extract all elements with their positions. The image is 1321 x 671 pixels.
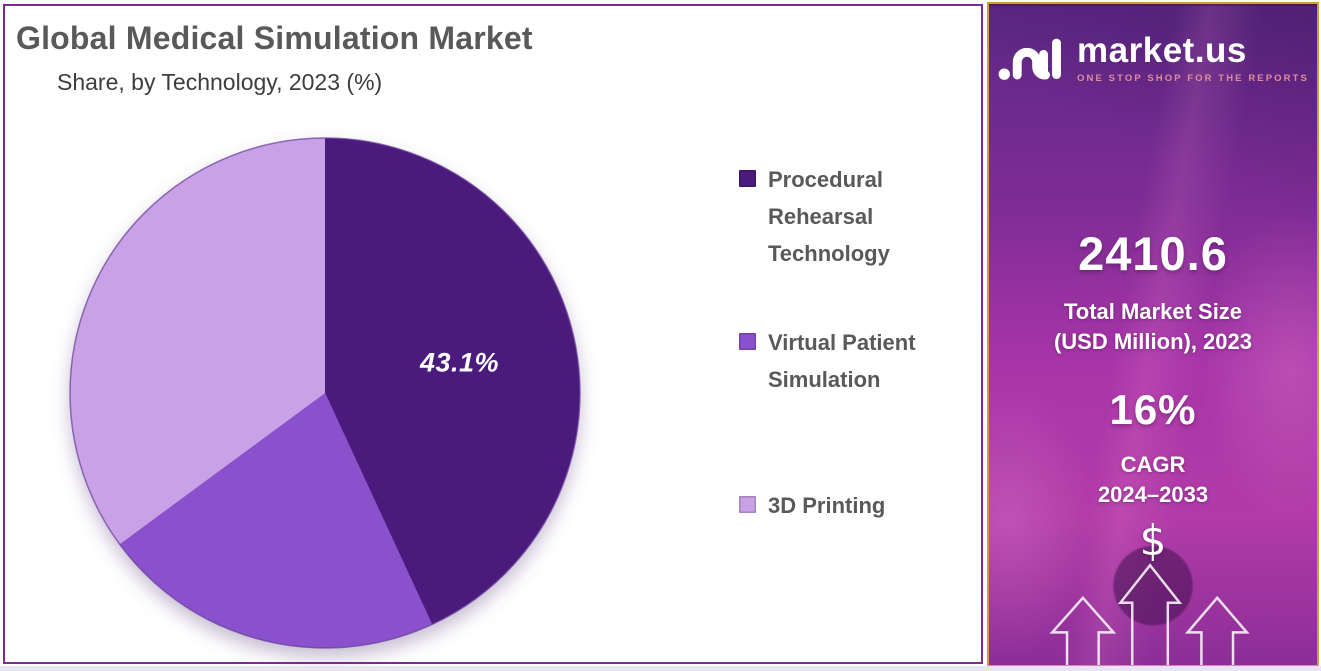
legend-swatch-light-purple [739,496,756,513]
chart-panel: Global Medical Simulation Market Share, … [3,4,983,664]
cagr-stat: 16% CAGR 2024–2033 [989,386,1317,510]
cagr-value: 16% [1109,386,1197,433]
legend-swatch-dark-purple [739,170,756,187]
marketus-logo[interactable]: market.us ONE STOP SHOP FOR THE REPORTS [989,30,1317,86]
pie-chart: 43.1% [62,130,588,656]
legend-item-virtual-patient-simulation: Virtual Patient Simulation [739,325,943,399]
legend-swatch-medium-purple [739,333,756,350]
pie-slice-3 [69,137,325,545]
pie-data-label: 43.1% [419,347,499,378]
logo-text-block: market.us ONE STOP SHOP FOR THE REPORTS [1077,33,1309,84]
market-size-stat: 2410.6 Total Market Size (USD Million), … [989,226,1317,357]
brand-sidebar: market.us ONE STOP SHOP FOR THE REPORTS … [987,2,1319,667]
page-subtitle: Share, by Technology, 2023 (%) [57,69,383,95]
legend-item-3d-printing: 3D Printing [739,488,943,525]
marketus-logo-icon [998,38,1061,80]
page-title: Global Medical Simulation Market [16,20,533,56]
growth-arrows-icon [1049,563,1250,665]
dollar-icon: $ [1139,516,1167,565]
brand-tagline: ONE STOP SHOP FOR THE REPORTS [1077,72,1309,84]
legend-label: Virtual Patient Simulation [768,330,916,392]
market-size-value: 2410.6 [1078,227,1228,280]
pie-slice-2 [119,393,433,649]
bottom-strip [0,666,1321,671]
market-size-label: Total Market Size (USD Million), 2023 [1053,299,1253,354]
legend-label: 3D Printing [768,493,886,518]
pie-outline [69,137,581,649]
cagr-label: CAGR 2024–2033 [1097,452,1209,507]
pie-chart-svg [69,137,581,649]
legend-item-procedural-rehearsal-technology: Procedural Rehearsal Technology [739,162,943,273]
pie-slice-1 [325,138,580,625]
legend-label: Procedural Rehearsal Technology [768,167,890,266]
brand-name: market.us [1077,30,1247,70]
legend: Procedural Rehearsal Technology Virtual … [739,162,975,582]
